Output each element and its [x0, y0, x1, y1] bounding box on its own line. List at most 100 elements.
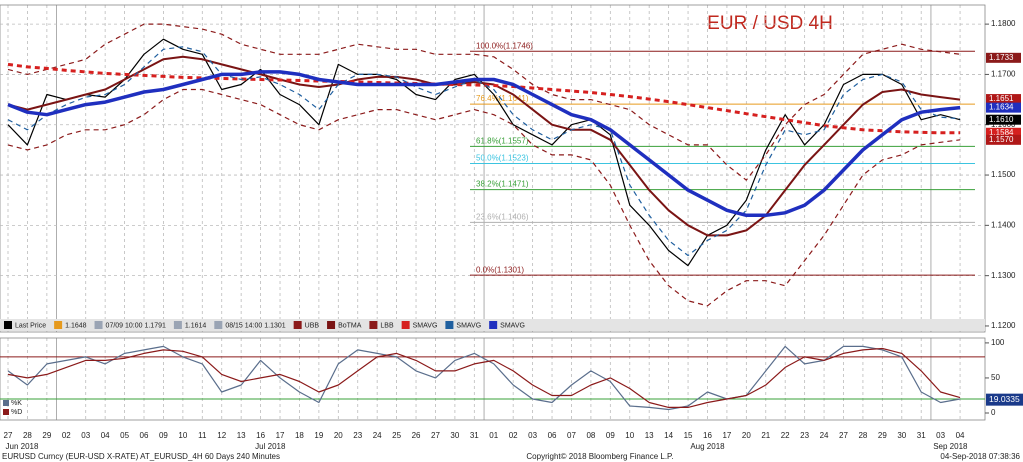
legend-label: SMAVG — [456, 322, 481, 329]
legend-swatch — [3, 409, 9, 415]
fib-label: 0.0%(1.1301) — [476, 265, 524, 274]
month-label: Jun 2018 — [6, 442, 39, 451]
legend-swatch — [54, 321, 63, 329]
series-line — [7, 347, 961, 408]
x-tick-label: 07 — [567, 431, 576, 440]
price-label-box — [986, 102, 1021, 113]
x-tick-label: 01 — [489, 431, 498, 440]
panel-frame — [0, 4, 986, 333]
x-tick-label: 16 — [256, 431, 265, 440]
price-label: 1.1634 — [989, 103, 1014, 112]
x-tick-label: 14 — [664, 431, 673, 440]
fib-label: 61.8%(1.1557) — [476, 136, 529, 145]
x-tick-label: 24 — [373, 431, 382, 440]
price-label: 1.1733 — [989, 53, 1014, 62]
price-label-box — [986, 114, 1021, 125]
fib-label: 38.2%(1.1471) — [476, 180, 529, 189]
legend-swatch — [445, 321, 454, 329]
x-tick-label: 13 — [237, 431, 246, 440]
x-tick-label: 06 — [140, 431, 149, 440]
month-label: Aug 2018 — [690, 442, 725, 451]
x-tick-label: 22 — [781, 431, 790, 440]
x-tick-label: 20 — [334, 431, 343, 440]
y-tick-label: 100 — [991, 338, 1005, 347]
legend-swatch — [3, 400, 9, 406]
legend-swatch — [327, 321, 336, 329]
x-tick-label: 25 — [392, 431, 401, 440]
y-tick-label: 1.1500 — [991, 170, 1016, 179]
x-tick-label: 16 — [703, 431, 712, 440]
x-tick-label: 27 — [839, 431, 848, 440]
x-tick-label: 20 — [742, 431, 751, 440]
y-tick-label: 50 — [991, 373, 1000, 382]
x-tick-label: 28 — [23, 431, 32, 440]
x-tick-label: 06 — [548, 431, 557, 440]
panel-frame — [0, 337, 986, 421]
x-tick-label: 31 — [917, 431, 926, 440]
x-tick-label: 04 — [956, 431, 965, 440]
x-tick-label: 19 — [314, 431, 323, 440]
x-tick-label: 09 — [606, 431, 615, 440]
x-tick-label: 23 — [353, 431, 362, 440]
y-tick-label: 1.1300 — [991, 271, 1016, 280]
x-tick-label: 23 — [800, 431, 809, 440]
legend-swatch — [401, 321, 410, 329]
legend-swatch — [214, 321, 223, 329]
legend-label: SMAVG — [413, 322, 438, 329]
x-tick-label: 29 — [878, 431, 887, 440]
legend-label: 07/09 10:00 1.1791 — [106, 322, 166, 329]
legend-swatch — [489, 321, 498, 329]
legend-label: BoTMA — [338, 322, 362, 329]
last-value-label: 19.0335 — [989, 394, 1020, 404]
legend-label: %K — [11, 400, 22, 407]
last-value-box — [986, 393, 1023, 406]
series-line — [7, 46, 961, 257]
price-label-box — [986, 94, 1021, 105]
x-tick-label: 09 — [159, 431, 168, 440]
series-line — [7, 88, 961, 307]
price-label-box — [986, 52, 1021, 63]
footer-left: EURUSD Curncy (EUR-USD X-RATE) AT_EURUSD… — [2, 452, 280, 461]
x-tick-label: 03 — [81, 431, 90, 440]
x-tick-label: 17 — [276, 431, 285, 440]
y-tick-label: 1.1400 — [991, 220, 1016, 229]
y-tick-label: 0 — [991, 408, 996, 417]
legend-label: LBB — [380, 322, 394, 329]
legend-label: UBB — [305, 322, 320, 329]
price-label-box — [986, 127, 1021, 138]
footer-center: Copyright© 2018 Bloomberg Finance L.P. — [526, 452, 673, 461]
x-tick-label: 28 — [858, 431, 867, 440]
series-line — [7, 62, 961, 135]
legend-swatch — [94, 321, 103, 329]
x-tick-label: 10 — [178, 431, 187, 440]
x-tick-label: 15 — [684, 431, 693, 440]
x-tick-label: 10 — [625, 431, 634, 440]
month-label: Jul 2018 — [255, 442, 286, 451]
price-label: 1.1610 — [989, 115, 1014, 124]
legend-swatch — [173, 321, 182, 329]
legend-label: 1.1614 — [185, 322, 207, 329]
legend-label: 08/15 14:00 1.1301 — [225, 322, 285, 329]
y-tick-label: 1.1200 — [991, 321, 1016, 330]
fib-label: 23.6%(1.1406) — [476, 212, 529, 221]
x-tick-label: 05 — [120, 431, 129, 440]
x-tick-label: 08 — [586, 431, 595, 440]
legend-swatch — [293, 321, 302, 329]
chart-title: EUR / USD 4H — [707, 13, 833, 34]
series-line — [7, 55, 961, 237]
legend-swatch — [4, 321, 12, 329]
legend-label: Last Price — [15, 322, 46, 329]
price-label: 1.1651 — [989, 94, 1014, 103]
x-tick-label: 26 — [412, 431, 421, 440]
x-tick-label: 13 — [645, 431, 654, 440]
x-tick-label: 02 — [62, 431, 71, 440]
legend-label: %D — [11, 409, 22, 416]
x-tick-label: 21 — [761, 431, 770, 440]
legend-swatch — [369, 321, 378, 329]
price-label: 1.1570 — [989, 135, 1014, 144]
fib-label: 100.0%(1.1746) — [476, 41, 533, 50]
x-tick-label: 18 — [295, 431, 304, 440]
x-tick-label: 30 — [450, 431, 459, 440]
x-tick-label: 11 — [198, 431, 207, 440]
